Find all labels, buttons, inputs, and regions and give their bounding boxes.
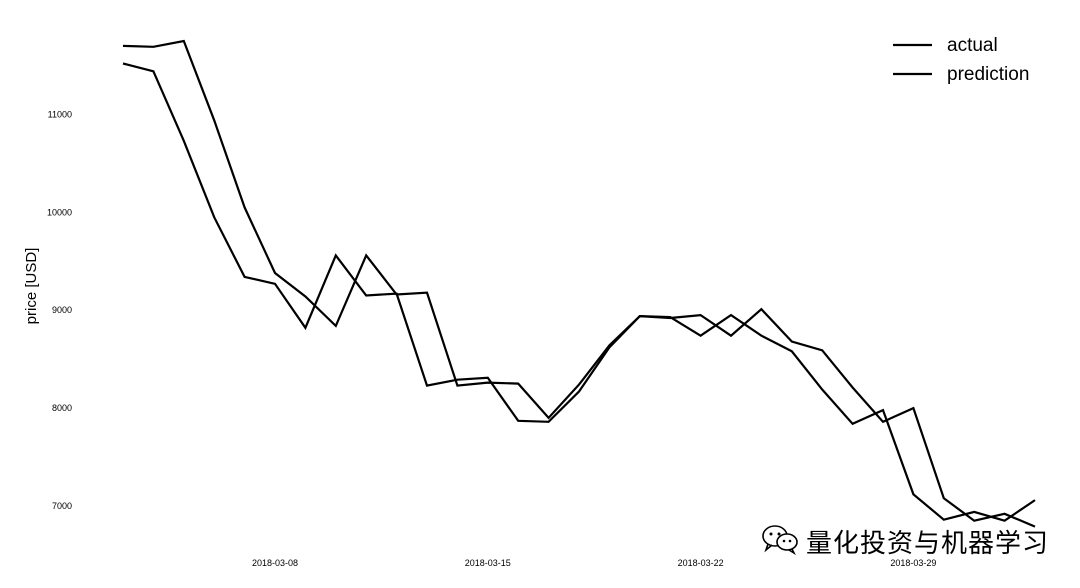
x-tick-label: 2018-03-29	[890, 558, 936, 568]
y-tick-label: 11000	[48, 109, 72, 119]
x-axis-ticks: 2018-03-08 2018-03-15 2018-03-22 2018-03-29	[252, 558, 936, 568]
series-line-prediction	[122, 62, 1036, 528]
x-tick-label: 2018-03-15	[465, 558, 511, 568]
watermark: 量化投资与机器学习	[760, 523, 1049, 559]
series-line-actual	[122, 39, 1036, 522]
watermark-text: 量化投资与机器学习	[806, 528, 1050, 559]
x-tick-label: 2018-03-22	[678, 558, 724, 568]
legend: actual prediction	[893, 35, 1029, 85]
y-tick-label: 8000	[52, 403, 72, 413]
legend-label-prediction: prediction	[947, 64, 1029, 85]
y-axis-label: price [USD]	[23, 248, 40, 325]
y-axis-ticks: 7000 8000 9000 10000 11000	[47, 109, 72, 511]
legend-label-actual: actual	[947, 35, 998, 56]
y-tick-label: 10000	[47, 207, 72, 217]
y-tick-label: 9000	[52, 305, 72, 315]
series-lines	[122, 39, 1036, 528]
x-tick-label: 2018-03-08	[252, 558, 298, 568]
wechat-icon	[760, 523, 800, 560]
y-tick-label: 7000	[52, 501, 72, 511]
